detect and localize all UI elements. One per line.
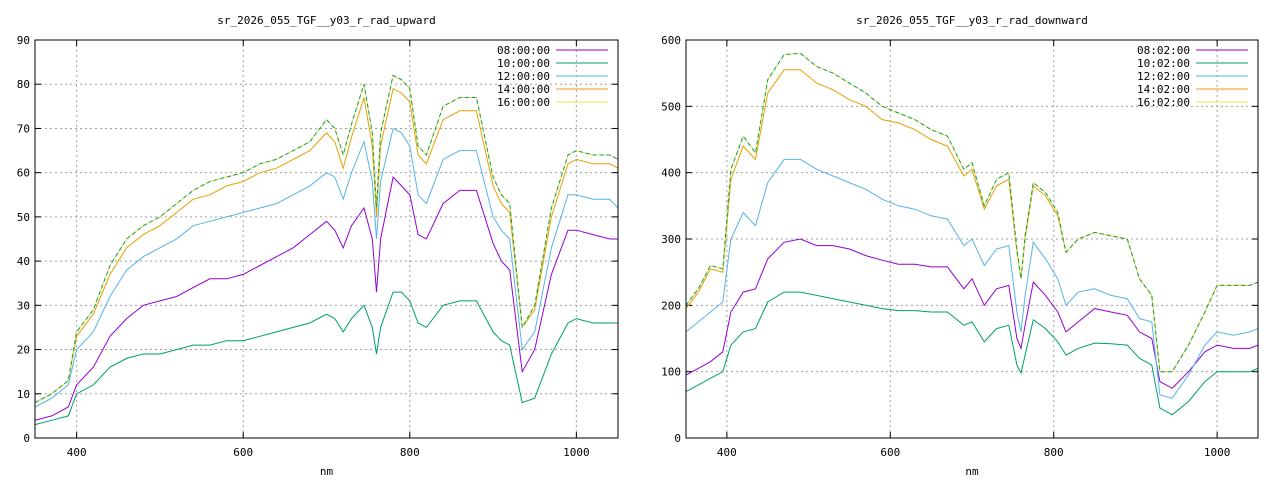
legend-label: 14:02:00 [1137, 83, 1190, 96]
y-tick-label: 60 [17, 167, 30, 180]
legend-label: 10:02:00 [1137, 57, 1190, 70]
y-tick-label: 80 [17, 78, 30, 91]
legend-label: 16:02:00 [1137, 96, 1190, 109]
series-line-1 [35, 291, 618, 426]
y-tick-label: 400 [661, 167, 681, 180]
y-tick-label: 200 [661, 299, 681, 312]
legend-label: 12:00:00 [497, 70, 550, 83]
legend-label: 08:02:00 [1137, 44, 1190, 57]
series-line-5 [35, 74, 618, 404]
legend-label: 12:02:00 [1137, 70, 1190, 83]
plot-area [686, 52, 1258, 416]
plot-frame [34, 39, 619, 439]
y-tick-label: 500 [661, 100, 681, 113]
x-tick-label: 600 [233, 446, 253, 459]
plot-area [35, 74, 618, 426]
x-axis-label: nm [965, 465, 979, 478]
y-tick-label: 300 [661, 233, 681, 246]
x-tick-label: 800 [1044, 446, 1064, 459]
y-tick-label: 0 [23, 432, 30, 445]
y-tick-label: 70 [17, 122, 30, 135]
y-tick-label: 30 [17, 299, 30, 312]
legend-label: 14:00:00 [497, 83, 550, 96]
chart-title: sr_2026_055_TGF__y03_r_rad_downward [856, 14, 1088, 27]
legend-label: 10:00:00 [497, 57, 550, 70]
series-line-0 [686, 238, 1258, 389]
series-line-2 [686, 158, 1258, 399]
series-line-3 [686, 69, 1258, 373]
x-tick-label: 400 [67, 446, 87, 459]
series-line-2 [35, 127, 618, 408]
series-line-4 [35, 74, 618, 404]
legend-label: 16:00:00 [497, 96, 550, 109]
x-tick-label: 600 [880, 446, 900, 459]
y-tick-label: 10 [17, 388, 30, 401]
chart-downward: sr_2026_055_TGF__y03_r_rad_downward 0 100 2… [661, 14, 1259, 478]
chart-upward: sr_2026_055_TGF__y03_r_rad_upward 0 10 20 30… [17, 14, 619, 478]
series-line-5 [686, 52, 1258, 373]
y-tick-label: 90 [17, 34, 30, 47]
y-tick-label: 20 [17, 344, 30, 357]
series-line-0 [35, 176, 618, 421]
series-line-1 [686, 291, 1258, 416]
y-tick-label: 100 [661, 366, 681, 379]
legend-label: 08:00:00 [497, 44, 550, 57]
x-tick-label: 1000 [1204, 446, 1231, 459]
x-tick-label: 800 [400, 446, 420, 459]
y-tick-label: 50 [17, 211, 30, 224]
x-tick-label: 1000 [563, 446, 590, 459]
plot-frame [685, 39, 1259, 439]
y-tick-label: 600 [661, 34, 681, 47]
x-tick-label: 400 [717, 446, 737, 459]
x-axis-label: nm [320, 465, 334, 478]
chart-title: sr_2026_055_TGF__y03_r_rad_upward [217, 14, 436, 27]
y-tick-label: 40 [17, 255, 30, 268]
y-tick-label: 0 [674, 432, 681, 445]
